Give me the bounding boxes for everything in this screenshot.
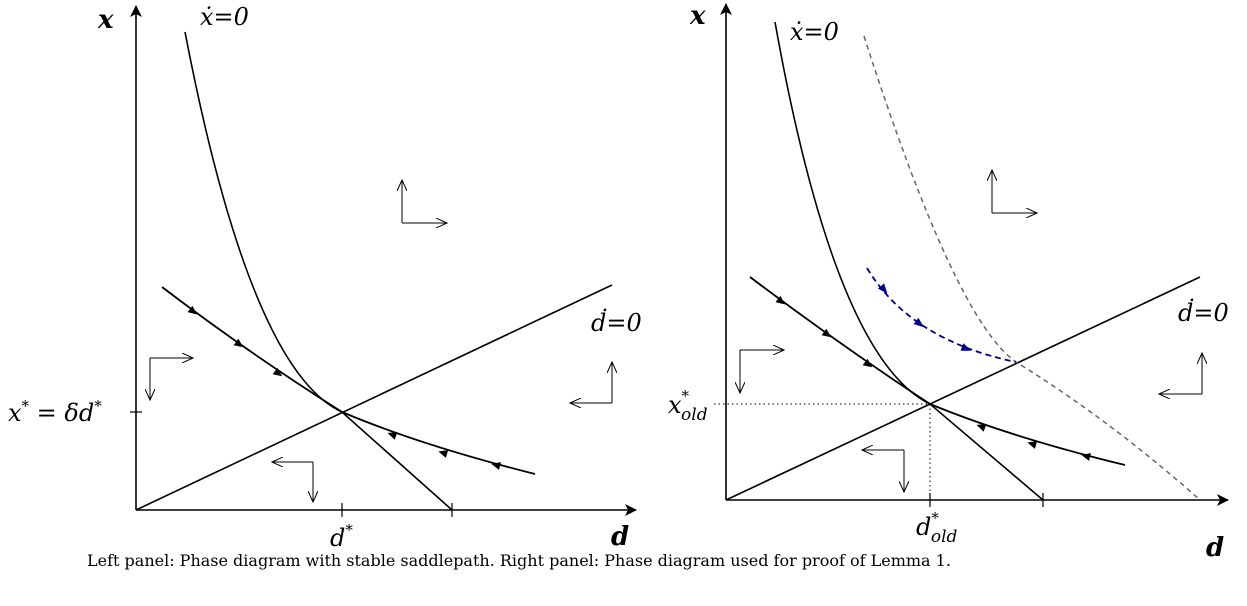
right-ddot-nullcline bbox=[725, 276, 1201, 501]
left-xstar-x: x bbox=[8, 399, 22, 427]
right-saddlepath-upper bbox=[749, 276, 931, 405]
left-panel: x d ẋ=0 ḋ=0 x* = δd* d* bbox=[8, 3, 642, 552]
right-ddot-label: ḋ=0 bbox=[1178, 298, 1229, 327]
left-dstar-label: d* bbox=[330, 521, 353, 552]
left-xstar-eq: = δd bbox=[29, 399, 94, 427]
right-dold-sub: old bbox=[931, 527, 958, 547]
right-dold-star: * bbox=[931, 509, 939, 527]
left-dstar-star: * bbox=[345, 521, 353, 539]
left-ddot-nullcline bbox=[135, 284, 613, 511]
left-x-axis-label: d bbox=[611, 522, 629, 552]
right-saddlepath-arrowheads bbox=[775, 295, 1091, 461]
right-saddlepath-lower bbox=[929, 403, 1126, 466]
figure-caption: Left panel: Phase diagram with stable sa… bbox=[87, 551, 951, 570]
right-x-axis-label: d bbox=[1206, 533, 1224, 563]
left-xdot-label: ẋ=0 bbox=[200, 3, 249, 31]
left-xstar-label: x* = δd* bbox=[8, 397, 102, 427]
right-adjustment-arrowheads bbox=[877, 283, 972, 351]
right-direction-arrows bbox=[740, 170, 1202, 492]
right-xold-star: * bbox=[682, 387, 690, 405]
left-dstar-d: d bbox=[330, 524, 345, 552]
left-xstar-star2: * bbox=[94, 397, 102, 415]
left-saddlepath-lower bbox=[341, 411, 536, 475]
right-adjustment-path bbox=[866, 267, 1017, 363]
right-xold-x: x bbox=[668, 391, 682, 419]
right-xold-sub: old bbox=[681, 405, 708, 425]
right-dold-d: d bbox=[916, 513, 931, 541]
right-panel: x d ẋ=0 ḋ=0 x* old d* old bbox=[668, 1, 1229, 563]
right-old-xdot-nullcline bbox=[774, 21, 1044, 501]
right-new-xdot-nullcline bbox=[863, 35, 1201, 501]
right-y-axis-label: x bbox=[689, 1, 706, 31]
left-direction-arrows bbox=[150, 180, 612, 502]
right-xdot-label: ẋ=0 bbox=[790, 18, 839, 46]
left-ddot-label: ḋ=0 bbox=[591, 308, 642, 337]
left-saddlepath-upper bbox=[161, 286, 343, 413]
left-saddlepath-arrowheads bbox=[187, 305, 501, 470]
right-xold-label: x* old bbox=[668, 387, 708, 425]
left-xstar-star: * bbox=[22, 397, 30, 415]
left-y-axis-label: x bbox=[97, 5, 114, 35]
right-dold-label: d* old bbox=[916, 509, 958, 547]
